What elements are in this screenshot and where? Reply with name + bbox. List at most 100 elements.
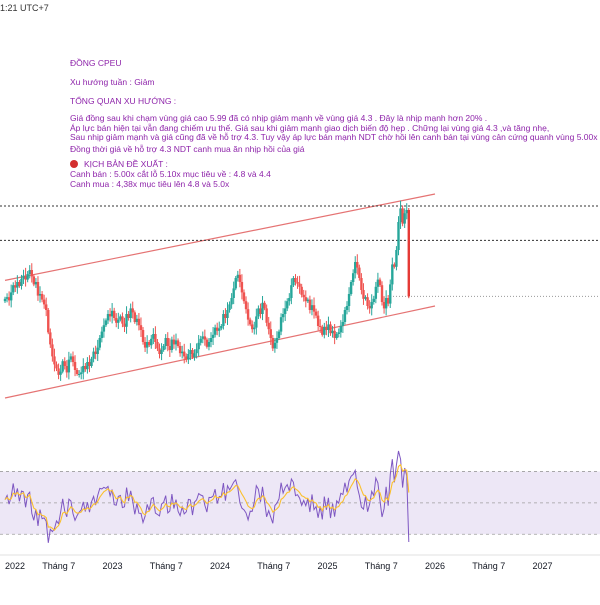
candle-body (28, 270, 31, 274)
candle-body (236, 274, 239, 278)
candle-body (226, 310, 229, 318)
candle-body (277, 331, 281, 338)
candle-body (321, 326, 324, 335)
x-axis: 2022 Tháng 7 2023 Tháng 7 2024 Tháng 7 2025 Thá… (0, 554, 600, 571)
candle-body (90, 358, 93, 366)
candle-body (92, 351, 95, 359)
candle-body (323, 326, 326, 335)
candle-body (65, 366, 69, 373)
candle-body (362, 290, 365, 299)
candle-body (32, 276, 36, 285)
candle-body (197, 342, 200, 350)
rsi-line (4, 450, 410, 543)
candle-body (71, 356, 75, 362)
candle-body (246, 309, 250, 320)
candle-body (150, 338, 153, 346)
candle-body (38, 294, 42, 296)
candle-body (312, 305, 316, 312)
candle-body (341, 322, 345, 326)
candle-body (203, 336, 207, 340)
candle-body (104, 320, 108, 326)
candle-body (123, 323, 126, 327)
scenario-text: Canh bán : 5.00x cắt lỗ 5.10x mục tiêu v… (70, 169, 271, 189)
candle-body (265, 308, 268, 323)
candle-body (57, 368, 60, 375)
candle-body (222, 314, 225, 326)
candle-body (240, 282, 244, 293)
candle-body (45, 304, 48, 310)
candle-body (156, 342, 159, 349)
candle-body (333, 330, 336, 338)
level-layer (0, 205, 600, 297)
candle-body (351, 273, 355, 282)
candle-body (67, 359, 71, 373)
candle-body (349, 282, 353, 294)
candle-body (180, 351, 184, 354)
candle-body (191, 350, 194, 358)
candle-body (51, 344, 54, 357)
x-tick-label: 2022 (5, 561, 25, 571)
candle-body (174, 340, 178, 345)
candle-body (195, 349, 198, 354)
x-tick-label: 2026 (425, 561, 445, 571)
scenario-heading: KỊCH BẢN ĐỀ XUẤT : (70, 159, 168, 169)
candle-body (292, 278, 295, 286)
candle-body (395, 250, 398, 267)
candle-body (218, 328, 221, 331)
candle-body (168, 346, 172, 350)
channel-lower-line (4, 305, 436, 399)
candle-body (345, 306, 349, 310)
candle-body (143, 342, 147, 348)
candle-body (403, 213, 406, 224)
candle-body (356, 262, 359, 268)
candle-body (69, 356, 73, 360)
candle-body (288, 298, 291, 302)
candle-body (310, 305, 314, 310)
candle-body (137, 318, 141, 326)
candle-body (294, 278, 297, 282)
candle-body (380, 285, 384, 302)
candle-body (271, 338, 275, 349)
channel-layer (4, 193, 436, 399)
candle-body (133, 312, 136, 322)
candle-body (399, 208, 402, 222)
candle-body (20, 278, 23, 286)
candle-body (298, 283, 301, 287)
candle-body (115, 318, 118, 323)
scenario-line: Canh bán : 5.00x cắt lỗ 5.10x mục tiêu v… (70, 169, 271, 179)
candle-body (145, 342, 149, 348)
candle-body (117, 319, 120, 323)
candle-body (73, 362, 77, 370)
candle-body (201, 336, 204, 339)
candle-body (228, 304, 231, 310)
candle-body (281, 314, 285, 318)
candle-layer (3, 200, 410, 381)
candle-body (80, 372, 83, 374)
candle-body (96, 347, 99, 354)
candle-body (261, 302, 264, 314)
candle-body (215, 327, 219, 331)
candle-body (366, 297, 369, 306)
weekly-trend: Xu hướng tuần : Giảm (70, 77, 155, 87)
candle-body (139, 325, 143, 330)
overview-line: Giá đồng sau khi chạm vùng giá cao 5.99 … (70, 113, 488, 123)
candle-body (141, 330, 145, 342)
candle-body (18, 282, 21, 286)
candle-body (185, 356, 188, 360)
candle-body (393, 264, 396, 267)
candle-body (47, 310, 50, 333)
candle-body (244, 301, 248, 310)
symbol-title: ĐỒNG CPEU (70, 58, 122, 68)
timestamp: 1:21 UTC+7 (0, 3, 49, 13)
candle-body (125, 314, 128, 327)
candle-body (59, 371, 62, 375)
candle-body (22, 275, 25, 279)
candle-body (257, 308, 260, 317)
candle-body (386, 298, 390, 304)
candle-body (319, 326, 322, 327)
candle-body (16, 282, 19, 288)
candle-body (259, 308, 262, 314)
candle-body (49, 332, 52, 345)
candle-body (158, 348, 161, 354)
candle-body (331, 330, 334, 334)
